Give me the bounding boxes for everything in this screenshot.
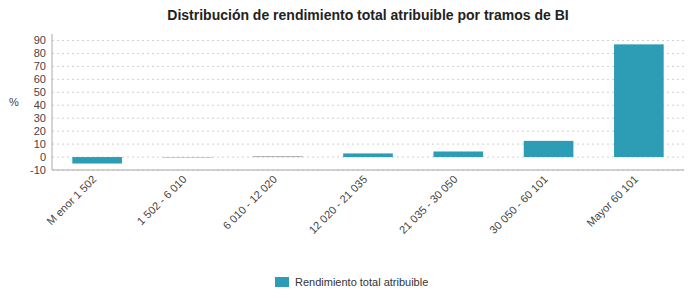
grid-line xyxy=(52,131,684,132)
grid-line xyxy=(52,105,684,106)
grid-line xyxy=(52,40,684,41)
tick-label: Mayor 60 101 xyxy=(584,173,640,229)
bar xyxy=(524,141,574,157)
legend-swatch xyxy=(275,277,289,287)
y-axis: -100102030405060708090 xyxy=(30,34,684,176)
tick-label: 0 xyxy=(40,151,46,163)
grid-line xyxy=(52,66,684,67)
bar xyxy=(433,151,483,157)
bar xyxy=(163,157,213,158)
grid-line xyxy=(52,118,684,119)
chart: Distribución de rendimiento total atribu… xyxy=(0,0,700,300)
tick-label: 50 xyxy=(34,86,46,98)
grid-line xyxy=(52,144,684,145)
x-axis: M enor 1 502 1 502 - 6 010 6 010 - 12 020 1… xyxy=(44,173,640,236)
grid-line xyxy=(52,170,684,171)
bars xyxy=(72,44,663,163)
tick-label: 90 xyxy=(34,34,46,46)
tick-label: 30 xyxy=(34,112,46,124)
legend: Rendimiento total atribuible xyxy=(275,276,428,288)
grid-line xyxy=(52,79,684,80)
bar xyxy=(72,157,122,163)
bar xyxy=(614,44,664,157)
bar xyxy=(343,153,393,157)
title: Distribución de rendimiento total atribu… xyxy=(167,7,568,23)
tick-label: 30 050 - 60 101 xyxy=(487,173,550,236)
legend-label: Rendimiento total atribuible xyxy=(295,276,428,288)
tick-label: 1 502 - 6 010 xyxy=(135,173,189,227)
axis-label: % xyxy=(9,96,19,108)
tick-label: 40 xyxy=(34,99,46,111)
tick-label: 20 xyxy=(34,125,46,137)
axis-line xyxy=(52,170,684,171)
tick-label: 60 xyxy=(34,73,46,85)
tick-label: 6 010 - 12 020 xyxy=(220,173,279,232)
tick-label: M enor 1 502 xyxy=(44,173,98,227)
tick-label: 12 020 - 21 035 xyxy=(306,173,369,236)
tick-label: 10 xyxy=(34,138,46,150)
tick-label: -10 xyxy=(30,164,46,176)
tick-label: 21 035 - 30 050 xyxy=(397,173,460,236)
axis-line xyxy=(52,34,53,170)
bar xyxy=(253,156,303,158)
tick-label: 80 xyxy=(34,47,46,59)
grid-line xyxy=(52,92,684,93)
grid-line xyxy=(52,53,684,54)
tick-label: 70 xyxy=(34,60,46,72)
